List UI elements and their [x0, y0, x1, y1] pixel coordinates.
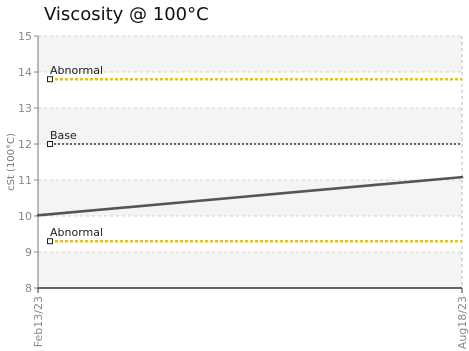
reference-marker [47, 76, 53, 83]
x-tick-label: Aug18/23 [456, 296, 469, 349]
y-tick-label: 12 [18, 138, 32, 151]
y-tick-label: 15 [18, 30, 32, 43]
data-point [460, 175, 464, 179]
reference-label: Abnormal [50, 64, 103, 77]
grid-band [38, 108, 462, 144]
y-tick-label: 13 [18, 102, 32, 115]
reference-marker [47, 141, 53, 147]
y-axis-title: cSt (100°C) [6, 133, 17, 191]
grid-band [38, 36, 462, 72]
y-tick-label: 10 [18, 210, 32, 223]
y-tick-label: 11 [18, 174, 32, 187]
reference-label: Base [50, 129, 77, 142]
grid-band [38, 252, 462, 288]
x-tick-label: Feb13/23 [32, 296, 45, 347]
y-tick-label: 9 [25, 246, 32, 259]
data-point [36, 213, 40, 217]
chart-title: Viscosity @ 100°C [44, 4, 209, 25]
y-tick-label: 14 [18, 66, 32, 79]
reference-marker [47, 238, 53, 245]
y-tick-label: 8 [25, 282, 32, 295]
reference-label: Abnormal [50, 226, 103, 239]
series-line [37, 175, 463, 217]
